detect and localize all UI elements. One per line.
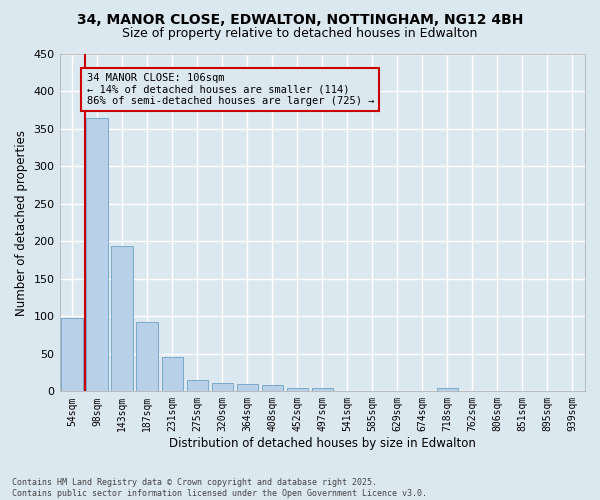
Bar <box>236 384 258 392</box>
Bar <box>86 118 108 392</box>
Bar <box>161 357 183 392</box>
Bar <box>112 246 133 392</box>
Bar <box>437 388 458 392</box>
Text: Size of property relative to detached houses in Edwalton: Size of property relative to detached ho… <box>122 28 478 40</box>
Text: Contains HM Land Registry data © Crown copyright and database right 2025.
Contai: Contains HM Land Registry data © Crown c… <box>12 478 427 498</box>
Bar <box>187 380 208 392</box>
Bar <box>262 386 283 392</box>
Y-axis label: Number of detached properties: Number of detached properties <box>15 130 28 316</box>
Bar <box>212 383 233 392</box>
Bar <box>61 318 83 392</box>
Bar <box>287 388 308 392</box>
Bar <box>311 388 333 392</box>
Bar <box>136 322 158 392</box>
Text: 34 MANOR CLOSE: 106sqm
← 14% of detached houses are smaller (114)
86% of semi-de: 34 MANOR CLOSE: 106sqm ← 14% of detached… <box>86 72 374 106</box>
X-axis label: Distribution of detached houses by size in Edwalton: Distribution of detached houses by size … <box>169 437 476 450</box>
Text: 34, MANOR CLOSE, EDWALTON, NOTTINGHAM, NG12 4BH: 34, MANOR CLOSE, EDWALTON, NOTTINGHAM, N… <box>77 12 523 26</box>
